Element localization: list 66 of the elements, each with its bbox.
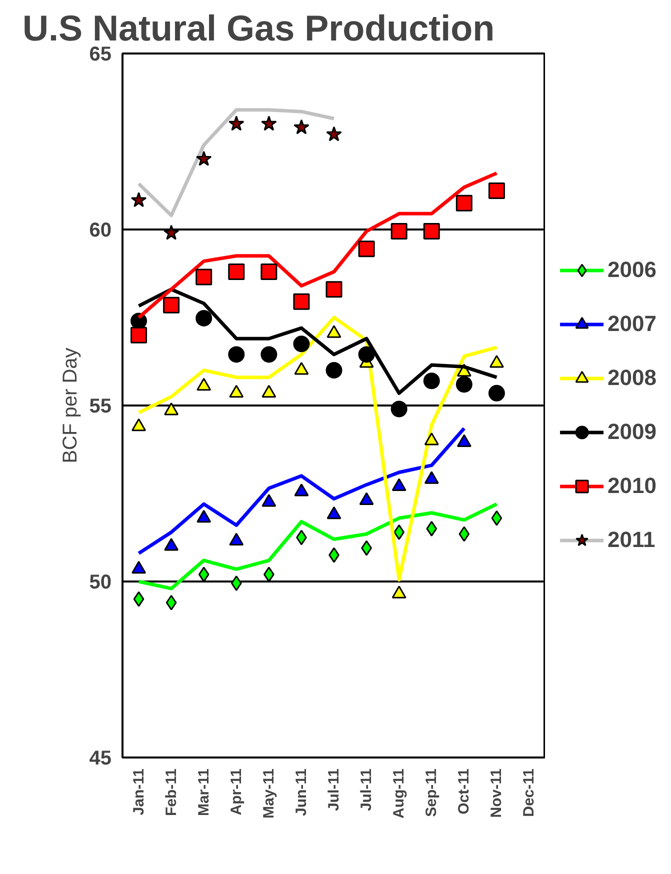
- point: [456, 194, 472, 212]
- x-tick-label: Oct-11: [456, 768, 473, 814]
- point: [326, 126, 342, 142]
- x-tick-label: Mar-11: [195, 768, 212, 816]
- point: [326, 362, 342, 379]
- x-tick-label: Jul-11: [358, 768, 376, 812]
- point: [390, 400, 408, 418]
- line-series: [137, 316, 498, 582]
- point: [358, 346, 375, 363]
- y-tick-label: 45: [89, 748, 112, 770]
- point: [326, 281, 342, 298]
- point: [130, 326, 148, 344]
- point: [196, 310, 212, 326]
- point: [261, 116, 277, 131]
- y-tick-label: 50: [89, 572, 112, 594]
- point: [163, 296, 180, 314]
- x-tick-label: Jul-11: [326, 768, 342, 812]
- point: [228, 263, 245, 280]
- y-tick-label: 55: [89, 396, 112, 418]
- legend-label: 2011: [608, 527, 656, 553]
- point: [196, 150, 212, 166]
- legend-label: 2010: [608, 473, 656, 499]
- x-tick-label: Dec-11: [520, 768, 538, 817]
- point: [196, 268, 212, 286]
- point: [456, 376, 472, 393]
- x-tick-label: Jun-11: [292, 768, 310, 816]
- point: [293, 293, 310, 310]
- point: [230, 576, 242, 592]
- x-tick-label: Aug-11: [390, 768, 408, 819]
- point: [228, 116, 244, 131]
- point: [358, 240, 375, 258]
- legend-label: 2008: [608, 365, 656, 391]
- point: [488, 384, 505, 402]
- point: [293, 336, 310, 352]
- x-tick-label: Jan-11: [130, 768, 148, 816]
- point: [294, 119, 310, 134]
- point: [166, 594, 177, 610]
- y-tick-label: 60: [89, 220, 112, 242]
- x-tick-label: Nov-11: [488, 768, 506, 818]
- line-series: [137, 108, 336, 218]
- y-tick-label: 65: [89, 44, 112, 66]
- point: [260, 346, 278, 363]
- x-tick-label: May-11: [260, 768, 278, 819]
- point: [130, 192, 147, 208]
- point: [228, 346, 245, 363]
- point: [260, 263, 278, 280]
- line-series: [137, 288, 498, 395]
- point: [133, 591, 144, 607]
- y-axis-title: BCF per Day: [59, 348, 82, 464]
- point: [423, 223, 440, 240]
- point: [198, 566, 210, 582]
- line-series: [137, 502, 498, 590]
- point: [426, 520, 438, 536]
- legend-label: 2007: [608, 311, 656, 337]
- point: [163, 224, 180, 240]
- x-tick-label: Feb-11: [162, 768, 180, 816]
- point: [423, 372, 440, 390]
- x-tick-label: Sep-11: [423, 768, 440, 817]
- point: [488, 182, 505, 200]
- point: [458, 526, 470, 542]
- point: [390, 223, 408, 240]
- x-tick-label: Apr-11: [228, 768, 245, 816]
- legend-label: 2006: [608, 257, 656, 283]
- legend-label: 2009: [608, 419, 656, 445]
- point: [491, 510, 502, 526]
- line-series: [137, 426, 466, 556]
